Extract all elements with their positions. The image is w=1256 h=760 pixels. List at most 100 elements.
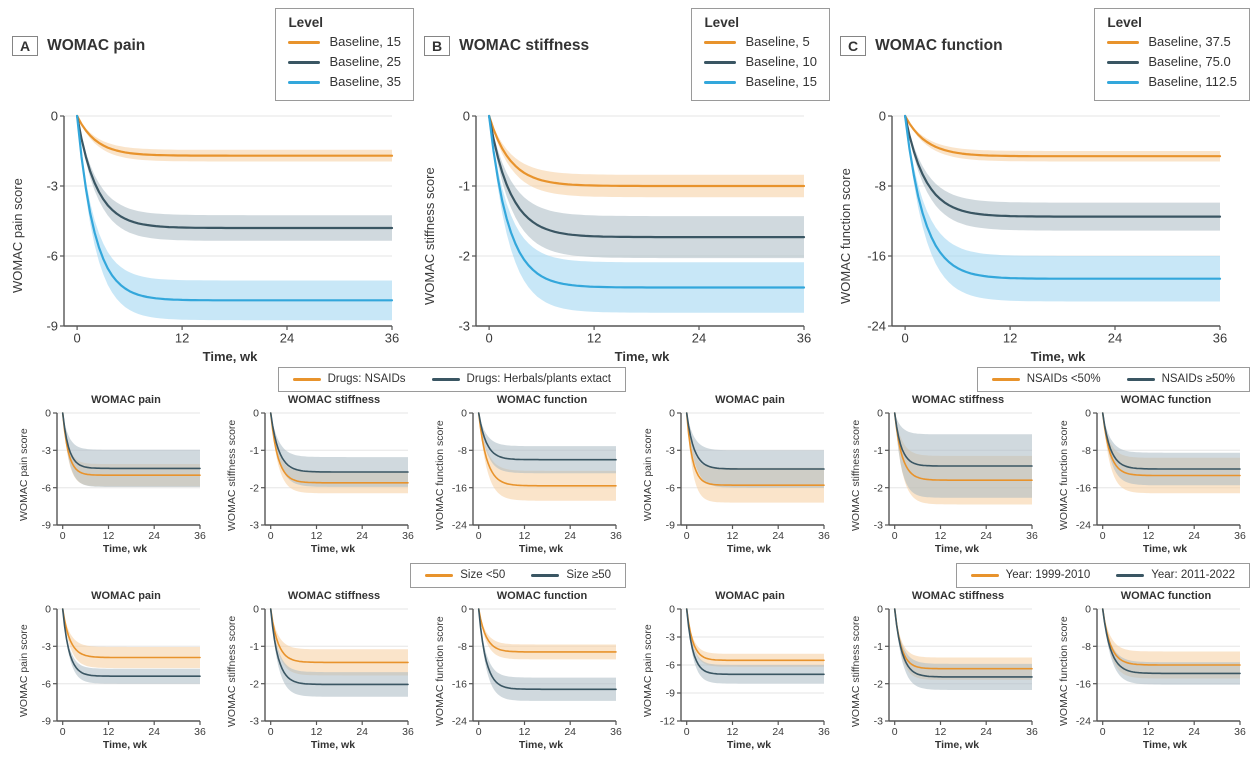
x-axis-label: Time, wk [102,739,148,751]
svg-text:0: 0 [1100,726,1106,738]
svg-text:0: 0 [1085,408,1091,420]
y-axis-label: WOMAC stiffness score [422,167,437,305]
dark-line-swatch [531,574,560,577]
legend-nsaid-proportion: NSAIDs <50% NSAIDs ≥50% [976,367,1250,392]
svg-text:12: 12 [935,530,947,542]
chart-title: WOMAC stiffness [911,590,1005,602]
svg-text:0: 0 [461,604,467,616]
orange-line-swatch [704,40,737,44]
svg-text:0: 0 [892,726,898,738]
svg-text:-3: -3 [874,716,883,728]
dark-line-swatch [704,60,737,64]
svg-text:0: 0 [60,530,66,542]
svg-text:24: 24 [772,530,784,542]
svg-text:-3: -3 [458,319,470,334]
plot: 0 -8 -16 -24 0 12 24 36 [452,604,622,739]
svg-text:0: 0 [73,331,80,346]
charts-row: WOMAC pain WOMAC pain score 0 -3 -6 -9 0 12 24… [8,589,632,752]
svg-text:-24: -24 [1076,716,1091,728]
svg-text:36: 36 [385,331,399,346]
svg-text:12: 12 [175,331,189,346]
svg-text:0: 0 [51,109,58,124]
svg-text:-2: -2 [458,249,470,264]
blue-line-swatch [704,80,737,84]
panel-a: A WOMAC pain Level Baseline, 15 Baseline… [8,4,420,364]
svg-text:-16: -16 [867,249,886,264]
x-axis-label: Time, wk [202,349,258,364]
chart-title: WOMAC pain [91,590,161,602]
svg-text:-3: -3 [250,716,259,728]
svg-text:12: 12 [727,530,739,542]
svg-text:-3: -3 [42,445,51,457]
svg-text:36: 36 [402,726,414,738]
legend-entry: Drugs: NSAIDs [292,372,406,387]
dark-line-swatch [1107,60,1140,64]
legend-entry: Baseline, 15 [704,72,817,92]
panel-a-title: WOMAC pain [47,37,146,54]
svg-text:0: 0 [485,331,492,346]
legend-label: Baseline, 5 [745,34,810,49]
small-chart: WOMAC stiffness WOMAC stiffness score 0-… [216,393,424,556]
svg-text:36: 36 [797,331,811,346]
y-axis-label: WOMAC function score [838,168,853,304]
svg-text:0: 0 [684,530,690,542]
plot-womac-pain: 0 -3 -6 -9 0 12 24 36 [46,109,399,346]
x-axis-label: Time, wk [614,349,670,364]
svg-text:-1: -1 [250,641,259,653]
small-chart: WOMAC pain WOMAC pain score 0 -3 -6 -9 0 12 24… [8,393,216,556]
y-axis-label: WOMAC pain score [18,624,30,718]
group-publication-year: Year: 1999-2010 Year: 2011-2022 WOMAC pa… [632,562,1256,752]
svg-text:-8: -8 [1082,445,1091,457]
plot-womac-stiffness: 0 -1 -2 -3 0 12 24 36 [458,109,811,346]
chart-title: WOMAC stiffness [287,590,381,602]
svg-text:24: 24 [1188,530,1200,542]
y-axis-label: WOMAC function score [434,420,446,530]
plot: 0 -3 -6 -9 0 12 24 36 [666,408,830,543]
x-axis-label: Time, wk [518,543,564,555]
svg-text:0: 0 [60,726,66,738]
svg-text:36: 36 [1026,726,1038,738]
x-axis-label: Time, wk [934,543,980,555]
x-axis-label: Time, wk [518,739,564,751]
legend-entry: Baseline, 15 [288,32,401,52]
svg-text:12: 12 [311,530,323,542]
svg-text:0: 0 [669,604,675,616]
dark-line-swatch [1126,378,1155,381]
svg-text:0: 0 [253,408,259,420]
legend-publication-year: Year: 1999-2010 Year: 2011-2022 [955,563,1250,588]
legend-label: Year: 1999-2010 [1005,569,1091,581]
svg-text:-16: -16 [1076,482,1091,494]
panel-a-label: A [12,36,39,56]
svg-text:0: 0 [892,530,898,542]
blue-line-swatch [288,80,321,84]
svg-text:-16: -16 [1076,678,1091,690]
small-chart: WOMAC function WOMAC function score 0 -8 -… [1048,589,1256,752]
chart-title: WOMAC pain [715,394,785,406]
svg-text:24: 24 [980,530,992,542]
chart-title: WOMAC function [1120,394,1212,406]
legend-label: Baseline, 15 [329,34,401,49]
svg-text:-8: -8 [458,641,467,653]
legend-label: NSAIDs <50% [1026,373,1101,385]
bottom-row: Size <50 Size ≥50 WOMAC pain WOMAC pain … [0,562,1256,752]
legend-label: Baseline, 37.5 [1148,34,1231,49]
svg-text:12: 12 [587,331,601,346]
panel-c: C WOMAC function Level Baseline, 37.5 Ba… [836,4,1256,364]
svg-text:0: 0 [1100,530,1106,542]
small-chart: WOMAC stiffness WOMAC stiffness score 0-… [840,589,1048,752]
svg-text:-3: -3 [666,445,675,457]
svg-text:24: 24 [564,530,576,542]
plot: 0 -3 -6 -9 0 12 24 36 [42,408,206,543]
x-axis-label: Time, wk [102,543,148,555]
panel-c-legend: Level Baseline, 37.5 Baseline, 75.0 Base… [1094,8,1250,101]
chart-title: WOMAC stiffness [287,394,381,406]
legend-label: Baseline, 25 [329,54,401,69]
panel-c-title: WOMAC function [875,37,1003,54]
svg-text:12: 12 [103,530,115,542]
chart-title: WOMAC pain [715,590,785,602]
legend-label: Baseline, 10 [745,54,817,69]
legend-entry: Drugs: Herbals/plants extact [431,372,611,387]
dark-line-swatch [288,60,321,64]
legend-entry: Baseline, 37.5 [1107,32,1237,52]
